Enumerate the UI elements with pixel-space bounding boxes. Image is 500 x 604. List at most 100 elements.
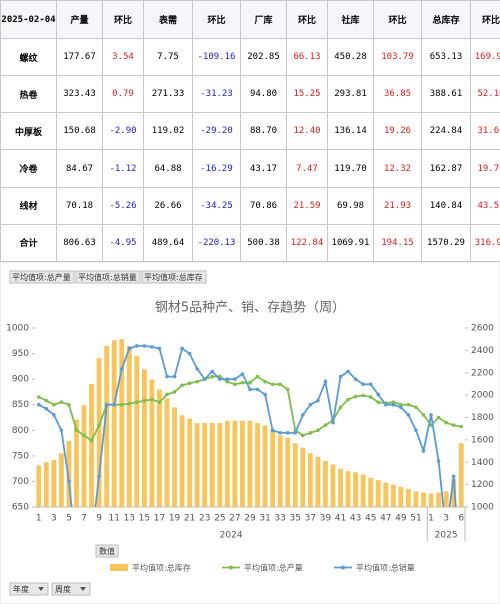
y2-tick-label: 2600 — [471, 324, 494, 334]
filter-button[interactable] — [9, 270, 75, 284]
cell: 162.87 — [421, 149, 471, 188]
plot-area — [36, 339, 464, 507]
marker — [421, 413, 426, 417]
bar — [406, 489, 411, 507]
cell: -109.16 — [192, 37, 241, 77]
marker — [285, 431, 290, 435]
bar — [360, 474, 366, 507]
x-tick-label: 13 — [124, 514, 135, 524]
cell: 环比 — [470, 0, 500, 39]
filter-button[interactable] — [141, 270, 207, 284]
x-tick-label: 1 — [428, 514, 434, 524]
marker — [210, 374, 215, 379]
marker — [316, 398, 320, 403]
filter-button[interactable] — [75, 270, 141, 284]
marker — [270, 428, 275, 433]
marker — [187, 381, 192, 386]
marker — [59, 400, 64, 404]
x-tick-label: 9 — [96, 514, 102, 524]
marker — [331, 420, 335, 425]
cell: 194.15 — [373, 223, 422, 263]
cell: 94.80 — [240, 75, 287, 114]
y-tick-label: 700 — [12, 477, 29, 487]
cell: -4.95 — [102, 223, 144, 263]
cell: 103.79 — [373, 37, 422, 77]
marker — [346, 369, 350, 374]
table-row: 热卷 323.43 0.79 271.33 -31.23 94.80 15.25 293.81… — [0, 75, 500, 114]
marker — [391, 402, 396, 407]
x-tick-label: 15 — [139, 514, 150, 524]
page-filter-button[interactable] — [51, 582, 91, 596]
chart: 钢材5品种产、销、存趋势（周） 平均值项:总产量 平均值项:总销量 平均值项:总库存… — [0, 262, 500, 604]
marker — [67, 479, 71, 484]
cell: 21.59 — [286, 186, 328, 225]
cell: 43.52 — [470, 186, 500, 225]
bar — [255, 423, 260, 507]
bar — [240, 420, 245, 507]
marker — [97, 474, 101, 479]
cell: 12.40 — [286, 112, 328, 151]
cell: 环比 — [192, 0, 241, 39]
bar — [398, 486, 404, 507]
marker — [383, 402, 388, 407]
marker — [436, 459, 441, 463]
cell: 社库 — [327, 0, 374, 39]
cell: 19.79 — [470, 149, 500, 188]
bar — [443, 491, 449, 507]
cell: 224.84 — [421, 112, 471, 151]
x-tick-label: 6 — [458, 514, 464, 524]
cell: -2.90 — [102, 112, 144, 151]
marker — [255, 374, 260, 379]
cell: 70.86 — [240, 186, 287, 225]
marker — [391, 400, 396, 404]
x-tick-label: 31 — [259, 514, 270, 524]
marker — [44, 407, 49, 411]
table-row: 合计 806.63 -4.95 489.64 -220.13 500.38 122.84 10… — [0, 223, 500, 263]
cell: 15.25 — [286, 75, 328, 114]
cell: 0.79 — [102, 75, 144, 114]
value-button[interactable] — [95, 544, 119, 558]
marker — [225, 377, 230, 381]
marker — [285, 387, 290, 392]
cell: -29.20 — [192, 112, 241, 151]
x-tick-label: 51 — [410, 514, 421, 524]
page-filter-button[interactable] — [9, 582, 49, 596]
x-tick-label: 23 — [199, 514, 210, 524]
cell: 36.85 — [373, 75, 422, 114]
bar — [232, 420, 238, 507]
marker — [459, 424, 464, 429]
cell: 84.67 — [56, 149, 103, 188]
marker — [150, 397, 154, 402]
marker — [406, 402, 411, 407]
bar — [421, 492, 426, 507]
x-tick-label: 35 — [290, 514, 301, 524]
cell: 52.10 — [470, 75, 500, 114]
bar — [292, 443, 298, 507]
marker — [142, 344, 147, 348]
bar — [89, 383, 94, 507]
marker — [142, 398, 147, 403]
y2-tick-label: 1400 — [471, 458, 494, 468]
cell: -1.12 — [102, 149, 144, 188]
legend-label: 平均值项:总产量 — [244, 563, 303, 573]
marker — [421, 448, 426, 453]
bar — [51, 460, 57, 507]
x-group-label: 2025 — [435, 531, 458, 541]
marker — [157, 400, 162, 404]
marker — [89, 438, 94, 443]
cell: 169.92 — [470, 37, 500, 77]
bar — [209, 423, 215, 507]
x-tick-label: 37 — [305, 514, 316, 524]
marker — [444, 420, 448, 425]
row-label: 中厚板 — [0, 112, 57, 151]
cell: 21.93 — [373, 186, 422, 225]
marker — [293, 431, 298, 435]
filter-label: 平均值项:总产量 — [12, 272, 71, 282]
cell: 总库存 — [421, 0, 471, 39]
bar — [428, 493, 434, 507]
cell: 450.28 — [327, 37, 374, 77]
marker — [52, 402, 56, 407]
bar — [277, 435, 283, 507]
bar — [390, 484, 396, 507]
cell: 489.64 — [143, 223, 193, 263]
